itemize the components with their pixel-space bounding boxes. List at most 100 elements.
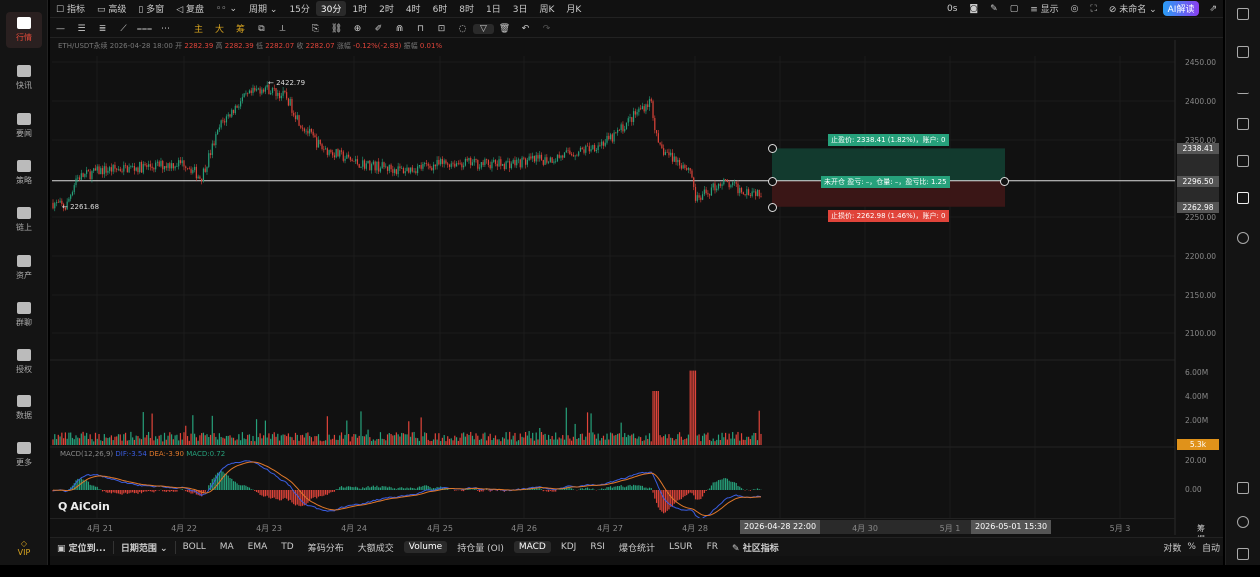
sidebar-item-headlines[interactable]: 要闻 bbox=[6, 108, 42, 144]
log-scale-toggle[interactable]: 对数 bbox=[1163, 543, 1182, 554]
display-button[interactable]: ≡ 显示 bbox=[1030, 5, 1059, 15]
entry-handle[interactable] bbox=[768, 177, 777, 186]
interval-15m[interactable]: 15分 bbox=[289, 5, 310, 15]
undo-icon[interactable]: ↶ bbox=[521, 23, 530, 34]
hide-icon[interactable]: ⊡ bbox=[437, 23, 446, 34]
interval-30m[interactable]: 30分 bbox=[315, 1, 347, 16]
robot-icon[interactable] bbox=[1237, 192, 1249, 204]
sub-lsur[interactable]: LSUR bbox=[668, 542, 693, 552]
chart-type-dropdown[interactable]: ◦◦ ⌄ bbox=[216, 3, 238, 14]
sidebar-item-more[interactable]: 更多 bbox=[6, 437, 42, 473]
chips-button[interactable]: 筹 bbox=[235, 25, 245, 35]
sub-macd[interactable]: MACD bbox=[513, 541, 551, 553]
period-dropdown[interactable]: 周期 ⌄ bbox=[249, 5, 278, 15]
trend-icon[interactable] bbox=[1237, 82, 1249, 94]
indicator-td[interactable]: TD bbox=[281, 542, 294, 552]
sub-rsi[interactable]: RSI bbox=[590, 542, 605, 552]
chart-area[interactable] bbox=[50, 0, 1223, 565]
sidebar-item-onchain[interactable]: 链上 bbox=[6, 202, 42, 238]
magnet-icon[interactable]: ⋒ bbox=[395, 23, 404, 34]
settings-icon[interactable]: ◎ bbox=[1070, 3, 1079, 14]
redo-icon[interactable]: ↷ bbox=[542, 23, 551, 34]
share-icon[interactable]: ⇗ bbox=[1209, 3, 1217, 14]
filter-icon[interactable]: ▽ bbox=[473, 23, 494, 34]
sidebar-item-chat[interactable]: 群聊 bbox=[6, 297, 42, 333]
indicator-ema[interactable]: EMA bbox=[247, 542, 268, 552]
auto-scale-toggle[interactable]: 自动 bbox=[1201, 543, 1220, 554]
interval-6h[interactable]: 6时 bbox=[432, 5, 448, 15]
sub-liquidation[interactable]: 爆仓统计 bbox=[618, 543, 655, 554]
pencil-icon[interactable]: ✎ bbox=[990, 3, 998, 14]
layout-dropdown[interactable]: ⊘ 未命名 ⌄ bbox=[1108, 5, 1157, 15]
date-range-dropdown[interactable]: 日期范围 ⌄ bbox=[112, 540, 176, 554]
new-window-icon[interactable]: ▢ bbox=[1009, 3, 1019, 14]
indicator-ma[interactable]: MA bbox=[219, 542, 234, 552]
indicator-boll[interactable]: BOLL bbox=[182, 542, 206, 552]
wallet-icon[interactable] bbox=[1237, 155, 1249, 167]
orderbook-icon[interactable] bbox=[1237, 8, 1249, 20]
layout-icon[interactable] bbox=[1237, 482, 1249, 494]
locate-button[interactable]: ▣ 定位到... bbox=[57, 543, 106, 554]
sub-volume[interactable]: Volume bbox=[403, 541, 448, 553]
interval-1d[interactable]: 1日 bbox=[486, 5, 501, 15]
fib-icon[interactable]: ≣ bbox=[98, 23, 107, 34]
sidebar-item-news[interactable]: 快讯 bbox=[6, 60, 42, 96]
eye-icon[interactable]: ◌ bbox=[458, 23, 467, 34]
headset-icon[interactable] bbox=[1237, 516, 1249, 528]
take-profit-handle[interactable] bbox=[768, 144, 777, 153]
lock-icon[interactable]: ⊓ bbox=[416, 23, 425, 34]
take-profit-label[interactable]: 止盈价: 2338.41 (1.82%)，账户: 0 bbox=[828, 134, 949, 146]
sidebar-item-assets[interactable]: 资产 bbox=[6, 250, 42, 286]
time-axis[interactable]: 4月 21 4月 22 4月 23 4月 24 4月 25 4月 26 4月 2… bbox=[50, 518, 1205, 544]
interval-3d[interactable]: 3日 bbox=[512, 5, 528, 15]
horizontal-line-icon[interactable]: — bbox=[56, 23, 65, 34]
parallel-lines-icon[interactable]: ☰ bbox=[77, 23, 86, 34]
vip-button[interactable]: ◇ VIP bbox=[6, 530, 42, 566]
range-end-handle[interactable] bbox=[1000, 177, 1009, 186]
swap-icon[interactable] bbox=[1237, 232, 1249, 244]
interval-2h[interactable]: 2时 bbox=[379, 5, 394, 15]
replay-button[interactable]: ◁ 复盘 bbox=[176, 5, 204, 15]
monitor-icon[interactable] bbox=[1237, 118, 1249, 130]
fullscreen-icon[interactable]: ⛶ bbox=[1090, 3, 1097, 14]
sub-fr[interactable]: FR bbox=[706, 542, 718, 552]
sub-kdj[interactable]: KDJ bbox=[560, 542, 577, 552]
interval-1h[interactable]: 1时 bbox=[352, 5, 368, 15]
assistant-icon[interactable] bbox=[1237, 548, 1249, 560]
ruler-icon[interactable]: ⟂ bbox=[279, 23, 286, 34]
stop-loss-handle[interactable] bbox=[768, 203, 777, 212]
percent-scale-toggle[interactable]: % bbox=[1187, 542, 1196, 552]
trendline-icon[interactable]: ⟋ bbox=[120, 23, 127, 34]
position-info-label[interactable]: 未开仓 盈亏: –，仓量: –，盈亏比: 1.25 bbox=[821, 176, 950, 188]
ai-button[interactable]: AI解读 bbox=[1162, 1, 1200, 16]
sidebar-item-strategy[interactable]: 策略 bbox=[6, 155, 42, 191]
interval-1w[interactable]: 周K bbox=[539, 5, 555, 15]
camera-icon[interactable]: ◙ bbox=[969, 3, 979, 14]
measure-icon[interactable]: ⧉ bbox=[258, 23, 265, 34]
link-icon[interactable]: ⛓ bbox=[330, 23, 343, 34]
indicators-button[interactable]: ☐ 指标 bbox=[56, 5, 85, 15]
copy-icon[interactable]: ⎘ bbox=[311, 23, 320, 34]
multi-window-button[interactable]: ▯ 多窗 bbox=[138, 5, 165, 15]
advanced-button[interactable]: ▭ 高级 bbox=[96, 5, 127, 15]
sidebar-item-data[interactable]: 数据 bbox=[6, 390, 42, 426]
sidebar-item-market[interactable]: 行情 bbox=[6, 12, 42, 48]
main-force-button[interactable]: 主 bbox=[193, 25, 203, 35]
interval-8h[interactable]: 8时 bbox=[459, 5, 475, 15]
indicator-large-trades[interactable]: 大额成交 bbox=[357, 543, 394, 554]
eraser-icon[interactable]: ✐ bbox=[374, 23, 383, 34]
interval-1mo[interactable]: 月K bbox=[566, 5, 582, 15]
big-order-button[interactable]: 大 bbox=[214, 25, 224, 35]
sub-oi[interactable]: 持仓量 (OI) bbox=[457, 543, 504, 554]
sidebar-item-auth[interactable]: 授权 bbox=[6, 344, 42, 380]
zoom-in-icon[interactable]: ⊕ bbox=[353, 23, 362, 34]
trash-icon[interactable]: 🗑 bbox=[498, 23, 511, 34]
more-icon[interactable]: ⋯ bbox=[161, 23, 170, 34]
channel-icon[interactable]: ⩶ bbox=[136, 23, 153, 34]
interval-4h[interactable]: 4时 bbox=[405, 5, 421, 15]
community-indicators-button[interactable]: ✎ 社区指标 bbox=[732, 543, 779, 554]
trade-icon[interactable] bbox=[1237, 46, 1249, 58]
indicator-chip-distribution[interactable]: 筹码分布 bbox=[307, 543, 344, 554]
stop-loss-label[interactable]: 止损价: 2262.98 (1.46%)，账户: 0 bbox=[828, 210, 949, 222]
